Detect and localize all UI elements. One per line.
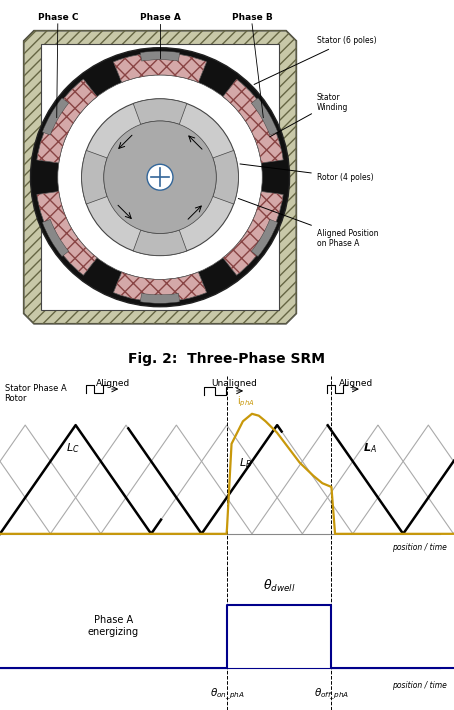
Wedge shape [82, 151, 107, 204]
Wedge shape [37, 80, 97, 163]
Wedge shape [223, 80, 283, 163]
Text: $\theta_{dwell}$: $\theta_{dwell}$ [263, 579, 296, 594]
Text: position / time: position / time [392, 681, 447, 690]
Text: Phase B: Phase B [232, 13, 272, 21]
Text: Phase A
energizing: Phase A energizing [88, 615, 139, 637]
Circle shape [82, 99, 238, 256]
Text: Fig. 2:  Three-Phase SRM: Fig. 2: Three-Phase SRM [128, 351, 326, 366]
Text: Phase A: Phase A [139, 13, 180, 21]
Wedge shape [133, 230, 187, 256]
Wedge shape [42, 219, 69, 256]
Text: Aligned Position
on Phase A: Aligned Position on Phase A [238, 199, 378, 248]
Wedge shape [223, 192, 283, 275]
Text: Aligned: Aligned [96, 379, 131, 388]
Text: Aligned: Aligned [339, 379, 374, 388]
Text: Stator
Winding: Stator Winding [270, 92, 348, 137]
Bar [41, 44, 279, 310]
Text: $\theta_{on\_phA}$: $\theta_{on\_phA}$ [210, 687, 244, 701]
Wedge shape [140, 293, 180, 303]
Wedge shape [140, 51, 180, 61]
Text: i$_{phA}$: i$_{phA}$ [237, 395, 255, 409]
Text: Unaligned: Unaligned [211, 379, 257, 388]
Wedge shape [252, 98, 278, 135]
Wedge shape [37, 192, 97, 275]
Wedge shape [114, 272, 207, 302]
Text: Rotor (4 poles): Rotor (4 poles) [240, 164, 373, 182]
Wedge shape [133, 99, 187, 124]
Circle shape [104, 121, 216, 234]
Wedge shape [114, 53, 207, 82]
Text: L$_B$: L$_B$ [239, 457, 252, 470]
Wedge shape [252, 219, 278, 256]
Text: L$_A$: L$_A$ [363, 442, 377, 455]
Circle shape [58, 75, 262, 280]
Polygon shape [24, 31, 296, 324]
Wedge shape [42, 98, 69, 135]
Text: Phase C: Phase C [38, 13, 78, 21]
Text: position / time: position / time [392, 543, 447, 552]
Text: L$_C$: L$_C$ [66, 442, 79, 455]
Wedge shape [213, 151, 238, 204]
Text: Stator (6 poles): Stator (6 poles) [254, 36, 376, 84]
Text: $\theta_{off\_phA}$: $\theta_{off\_phA}$ [314, 687, 349, 701]
Text: Stator Phase A
Rotor: Stator Phase A Rotor [5, 384, 66, 403]
Circle shape [147, 164, 173, 190]
Circle shape [30, 48, 290, 307]
